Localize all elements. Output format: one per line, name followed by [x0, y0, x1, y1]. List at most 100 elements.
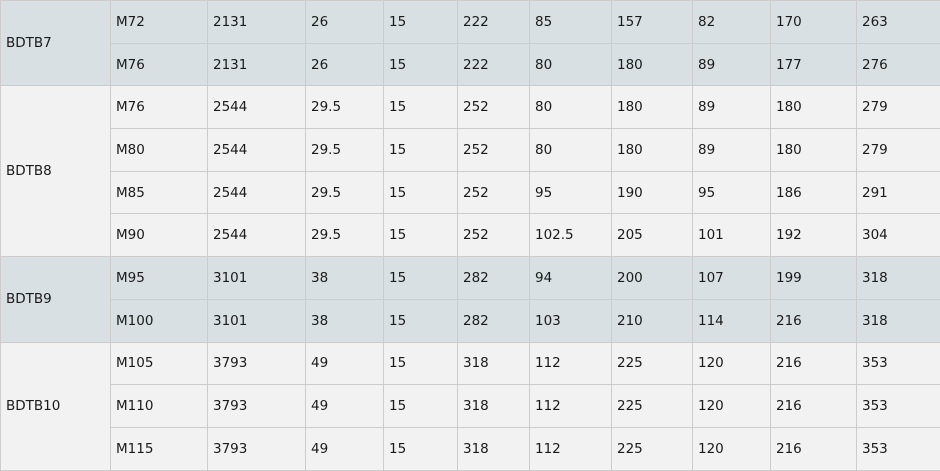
value-cell: 89: [693, 129, 771, 172]
value-cell: 318: [458, 385, 530, 428]
value-cell: 3101: [208, 257, 306, 300]
value-cell: 177: [771, 43, 857, 86]
value-cell: 186: [771, 171, 857, 214]
value-cell: 282: [458, 257, 530, 300]
value-cell: 222: [458, 1, 530, 44]
value-cell: 82: [693, 1, 771, 44]
value-cell: 216: [771, 385, 857, 428]
value-cell: 210: [612, 299, 693, 342]
value-cell: 3793: [208, 342, 306, 385]
group-label-cell: BDTB8: [1, 86, 111, 257]
value-cell: 222: [458, 43, 530, 86]
value-cell: 80: [530, 129, 612, 172]
value-cell: 200: [612, 257, 693, 300]
value-cell: 353: [857, 342, 940, 385]
value-cell: 15: [384, 427, 458, 470]
value-cell: 26: [306, 1, 384, 44]
value-cell: 38: [306, 299, 384, 342]
value-cell: 15: [384, 171, 458, 214]
value-cell: 29.5: [306, 129, 384, 172]
value-cell: 180: [771, 129, 857, 172]
value-cell: 15: [384, 214, 458, 257]
group-label-cell: BDTB7: [1, 1, 111, 86]
value-cell: 216: [771, 427, 857, 470]
value-cell: 15: [384, 342, 458, 385]
value-cell: 3101: [208, 299, 306, 342]
value-cell: 157: [612, 1, 693, 44]
value-cell: 3793: [208, 427, 306, 470]
value-cell: 2544: [208, 171, 306, 214]
value-cell: 190: [612, 171, 693, 214]
value-cell: 2131: [208, 43, 306, 86]
value-cell: 112: [530, 385, 612, 428]
value-cell: 49: [306, 385, 384, 428]
value-cell: 2544: [208, 129, 306, 172]
size-cell: M95: [111, 257, 208, 300]
value-cell: 216: [771, 299, 857, 342]
value-cell: 353: [857, 427, 940, 470]
size-cell: M115: [111, 427, 208, 470]
value-cell: 180: [612, 86, 693, 129]
value-cell: 102.5: [530, 214, 612, 257]
value-cell: 252: [458, 214, 530, 257]
value-cell: 15: [384, 299, 458, 342]
value-cell: 89: [693, 43, 771, 86]
value-cell: 112: [530, 427, 612, 470]
value-cell: 120: [693, 427, 771, 470]
group-label-cell: BDTB9: [1, 257, 111, 342]
size-cell: M100: [111, 299, 208, 342]
value-cell: 199: [771, 257, 857, 300]
value-cell: 263: [857, 1, 940, 44]
value-cell: 170: [771, 1, 857, 44]
value-cell: 15: [384, 385, 458, 428]
value-cell: 26: [306, 43, 384, 86]
value-cell: 112: [530, 342, 612, 385]
value-cell: 216: [771, 342, 857, 385]
value-cell: 279: [857, 86, 940, 129]
value-cell: 29.5: [306, 214, 384, 257]
size-cell: M80: [111, 129, 208, 172]
value-cell: 282: [458, 299, 530, 342]
value-cell: 3793: [208, 385, 306, 428]
size-cell: M76: [111, 86, 208, 129]
value-cell: 180: [612, 129, 693, 172]
value-cell: 353: [857, 385, 940, 428]
value-cell: 15: [384, 1, 458, 44]
value-cell: 252: [458, 129, 530, 172]
value-cell: 80: [530, 43, 612, 86]
value-cell: 15: [384, 129, 458, 172]
value-cell: 192: [771, 214, 857, 257]
size-cell: M76: [111, 43, 208, 86]
value-cell: 276: [857, 43, 940, 86]
value-cell: 80: [530, 86, 612, 129]
value-cell: 318: [458, 342, 530, 385]
size-cell: M72: [111, 1, 208, 44]
value-cell: 15: [384, 257, 458, 300]
value-cell: 49: [306, 427, 384, 470]
value-cell: 95: [693, 171, 771, 214]
value-cell: 252: [458, 171, 530, 214]
value-cell: 205: [612, 214, 693, 257]
value-cell: 304: [857, 214, 940, 257]
value-cell: 38: [306, 257, 384, 300]
value-cell: 120: [693, 385, 771, 428]
value-cell: 2544: [208, 214, 306, 257]
value-cell: 180: [612, 43, 693, 86]
value-cell: 318: [857, 299, 940, 342]
value-cell: 95: [530, 171, 612, 214]
value-cell: 291: [857, 171, 940, 214]
value-cell: 49: [306, 342, 384, 385]
value-cell: 107: [693, 257, 771, 300]
value-cell: 225: [612, 342, 693, 385]
value-cell: 89: [693, 86, 771, 129]
